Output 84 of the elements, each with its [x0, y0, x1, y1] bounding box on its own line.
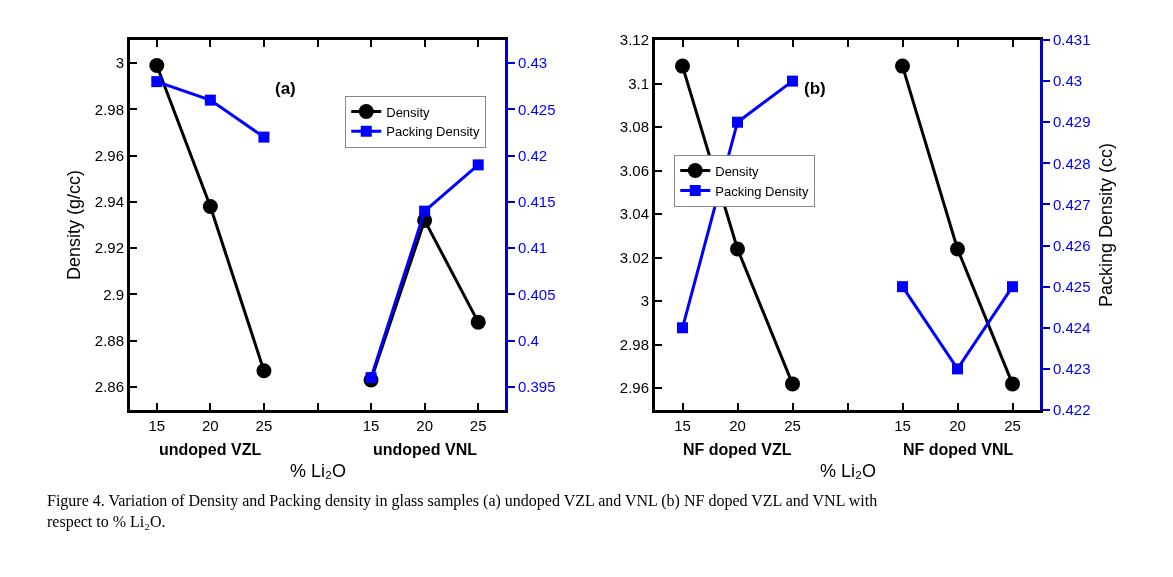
y-tick-label: 3 [115, 54, 124, 72]
y-tick-label: 2.96 [94, 146, 124, 164]
x-tick-label: 20 [202, 417, 219, 434]
point [204, 94, 216, 106]
point [149, 57, 165, 73]
legend-label: Density [715, 163, 760, 179]
legend-label: Density [386, 104, 431, 120]
point [1007, 281, 1018, 293]
y2-tick-label: 0.4 [518, 331, 539, 349]
y2-tick-label: 0.431 [1053, 31, 1091, 49]
y2-tick-label: 0.395 [518, 378, 556, 396]
y-tick-label: 3 [640, 292, 649, 310]
y-tick-label: 3.02 [619, 248, 649, 266]
y2-tick-label: 0.415 [518, 193, 556, 211]
y-tick-label: 3.06 [619, 161, 649, 179]
y-tick-label: 2.88 [94, 331, 124, 349]
point [151, 76, 163, 88]
point [1005, 376, 1020, 392]
point [952, 363, 963, 375]
y-tick-label: 2.86 [94, 378, 124, 396]
y2-tick-label: 0.405 [518, 285, 556, 303]
y2-tick-label: 0.423 [1053, 360, 1091, 378]
point [256, 363, 272, 379]
point [202, 199, 218, 214]
y-tick-label: 3.1 [628, 74, 649, 92]
x-tick-label: 15 [362, 417, 380, 434]
point [365, 372, 377, 384]
y-tick-label: 2.96 [619, 379, 649, 397]
y2-tick-label: 0.43 [518, 54, 548, 72]
y-tick-label: 2.92 [94, 239, 124, 257]
x-tick-label: 20 [949, 417, 966, 434]
y-tick-label: 3.12 [619, 31, 649, 49]
y-axis-title: Density (g/cc) [64, 169, 84, 281]
y2-tick-label: 0.425 [518, 100, 556, 118]
point [785, 376, 800, 392]
x-tick-label: 25 [1004, 417, 1021, 434]
point [675, 58, 690, 74]
y-tick-label: 2.98 [619, 335, 649, 353]
x-tick-label: 15 [674, 417, 691, 434]
point [470, 314, 486, 330]
point [677, 322, 688, 334]
y2-tick-label: 0.42 [518, 146, 548, 164]
y2-tick-label: 0.424 [1053, 319, 1091, 337]
y-tick-label: 2.9 [103, 285, 124, 303]
x-tick-label: 25 [784, 417, 801, 434]
y2-tick-label: 0.427 [1053, 195, 1091, 213]
legend-label: Packing Density [715, 183, 809, 199]
x-tick-label: 25 [255, 417, 273, 434]
x-tick-label: 15 [894, 417, 911, 434]
point [730, 241, 745, 257]
y2-tick-label: 0.425 [1053, 277, 1091, 295]
y2-tick-label: 0.43 [1053, 72, 1083, 90]
point [419, 205, 431, 217]
y2-axis-title: Packing Density (cc) [1095, 142, 1116, 308]
text: NF doped VNL [903, 441, 1014, 458]
point [732, 116, 743, 128]
y2-tick-label: 0.429 [1053, 113, 1091, 131]
text: undoped VZL [159, 441, 262, 458]
point [895, 58, 910, 74]
point [897, 281, 908, 293]
x-tick-label: 20 [729, 417, 746, 434]
x-tick-label: 15 [148, 417, 166, 434]
point [950, 241, 965, 257]
x-axis-title: % Li₂O [290, 461, 347, 481]
point [787, 75, 798, 87]
caption: Figure 4. Variation of Density and Packing density in glass samples (a) undoped VZL and VNL (b) NF doped VZL and VNL with respect to % Li₂O. [47, 492, 878, 531]
y2-tick-label: 0.422 [1053, 401, 1091, 419]
text: NF doped VZL [683, 441, 792, 458]
y-tick-label: 2.98 [94, 100, 124, 118]
x-tick-label: 25 [469, 417, 487, 434]
point [472, 159, 484, 171]
point [258, 131, 270, 143]
y2-tick-label: 0.41 [518, 239, 548, 257]
y2-tick-label: 0.426 [1053, 236, 1091, 254]
x-axis-title: % Li₂O [820, 461, 877, 481]
y-tick-label: 3.04 [619, 205, 649, 223]
y2-tick-label: 0.428 [1053, 154, 1091, 172]
text: undoped VNL [373, 441, 478, 458]
y-tick-label: 3.08 [619, 118, 649, 136]
annotation: (b) [804, 79, 826, 98]
annotation: (a) [275, 79, 296, 98]
legend-label: Packing Density [386, 124, 480, 140]
y-tick-label: 2.94 [94, 193, 124, 211]
x-tick-label: 20 [416, 417, 433, 434]
